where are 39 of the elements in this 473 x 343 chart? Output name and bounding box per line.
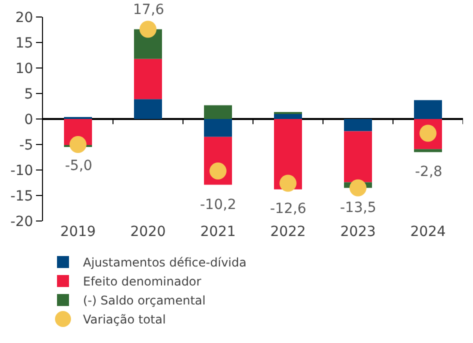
bar [344, 119, 372, 132]
bar [274, 114, 302, 119]
legend-label: Ajustamentos défice-dívida [83, 256, 246, 270]
point [70, 136, 86, 153]
x-tick-label: 2021 [200, 224, 236, 240]
x-tick-label: 2023 [340, 224, 376, 240]
point [280, 174, 296, 192]
y-tick-label: 0 [24, 112, 34, 128]
y-tick-label: -20 [10, 214, 34, 230]
y-tick-label: 5 [24, 86, 34, 102]
point [210, 162, 226, 180]
bar [134, 99, 162, 119]
data-label: -13,5 [340, 200, 376, 216]
bar [134, 58, 162, 100]
data-label: -5,0 [65, 158, 92, 174]
bar [344, 131, 372, 182]
data-label: -10,2 [200, 197, 236, 213]
y-tick-label: -15 [10, 188, 34, 204]
x-tick-label: 2019 [60, 224, 96, 240]
y-tick-label: -10 [10, 162, 34, 179]
y-tick-label: 20 [15, 10, 34, 26]
y-tick-label: -5 [19, 137, 34, 154]
bar [414, 100, 442, 119]
bar [204, 119, 232, 137]
bar [204, 105, 232, 119]
y-tick-label: 15 [15, 35, 34, 52]
data-label: 17,6 [133, 2, 164, 18]
data-label: -2,8 [415, 164, 442, 180]
legend-label: (-) Saldo orçamental [83, 294, 206, 308]
data-label: -12,6 [270, 201, 306, 217]
y-tick-label: 10 [15, 60, 34, 77]
point [350, 179, 366, 196]
legend-label: Efeito denominador [83, 274, 202, 289]
x-tick-label: 2020 [130, 224, 166, 240]
x-tick-label: 2024 [410, 224, 446, 240]
x-tick-label: 2022 [270, 224, 306, 240]
point [140, 20, 156, 38]
legend-label: Variação total [83, 312, 166, 327]
bar [414, 149, 442, 152]
